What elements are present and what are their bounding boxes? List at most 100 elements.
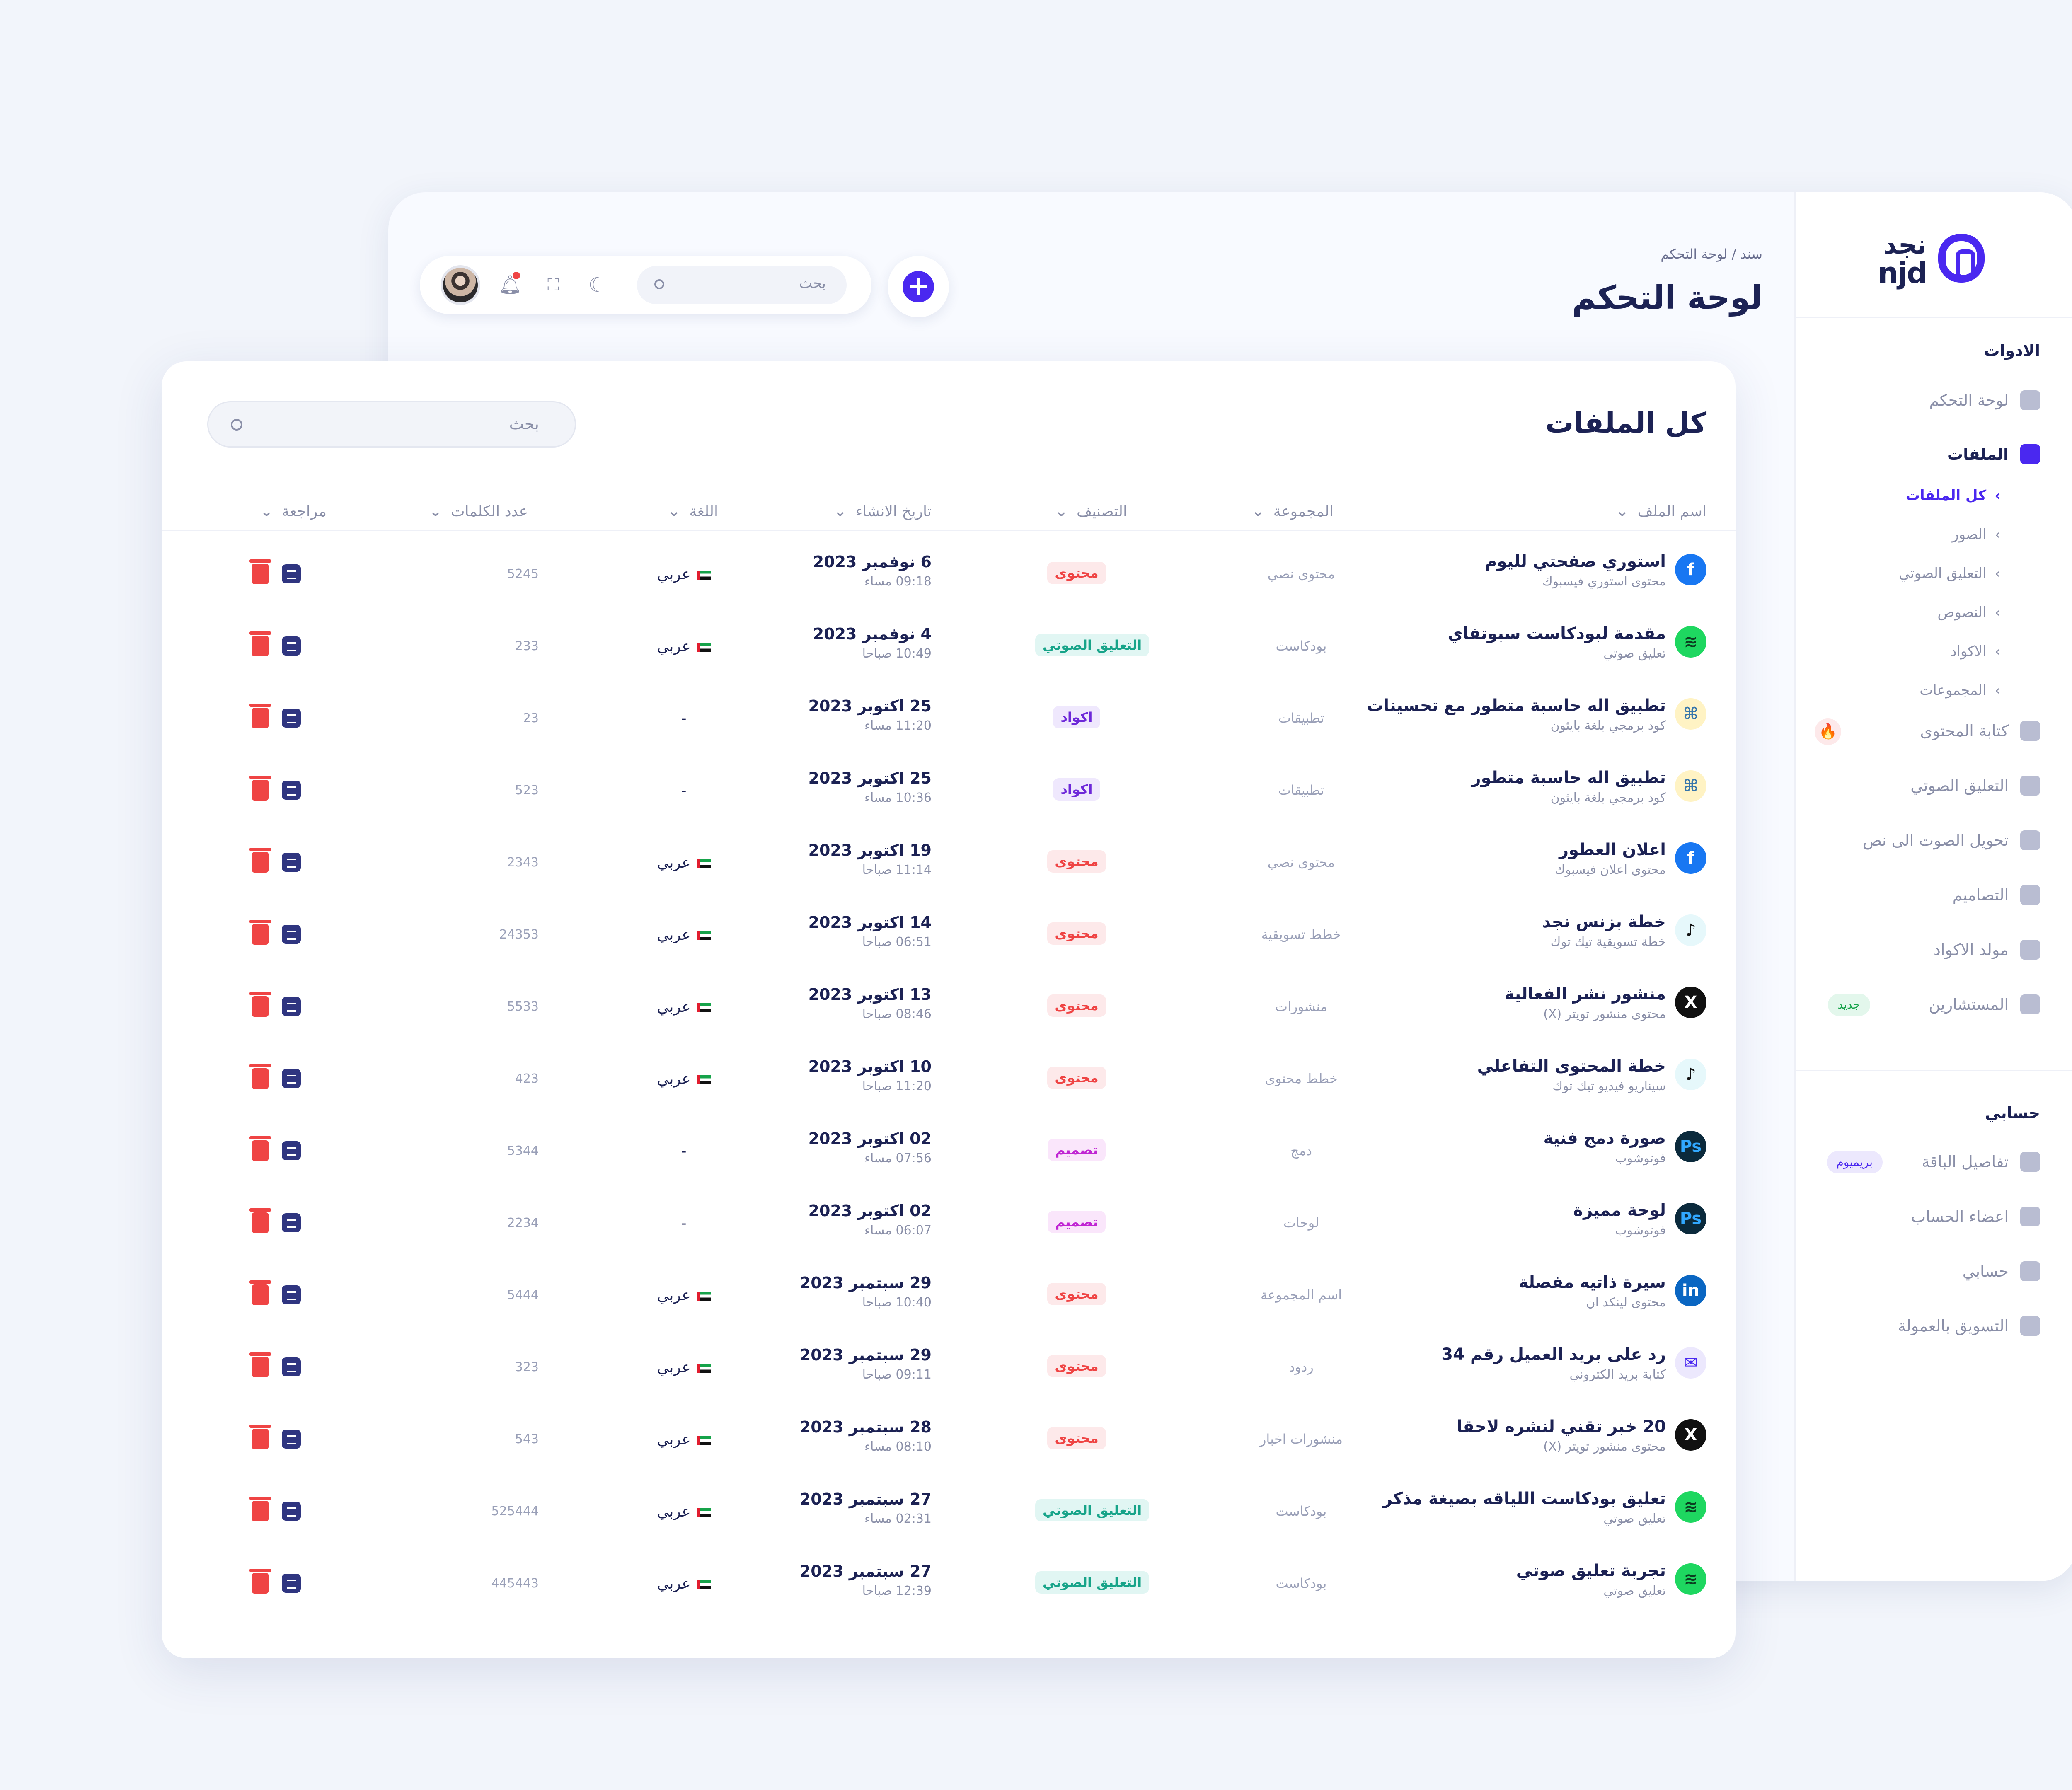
review-icon[interactable]: [282, 1574, 301, 1593]
review-icon[interactable]: [282, 564, 301, 583]
file-name[interactable]: خطة بزنس نجد: [1542, 912, 1666, 931]
review-icon[interactable]: [282, 997, 301, 1016]
sidebar-item-voiceover[interactable]: التعليق الصوتي: [1808, 769, 2040, 802]
review-icon[interactable]: [282, 636, 301, 656]
review-icon[interactable]: [282, 1213, 301, 1232]
review-icon[interactable]: [282, 1285, 301, 1304]
sidebar-item-dashboard[interactable]: لوحة التحكم: [1808, 384, 2040, 417]
logo[interactable]: نجد njd: [1877, 230, 1985, 290]
column-header-review[interactable]: مراجعة: [259, 501, 327, 520]
column-header-language[interactable]: اللغة: [667, 501, 718, 520]
column-header-word-count[interactable]: عدد الكلمات: [428, 501, 528, 520]
table-row[interactable]: ✉ رد على بريد العميل رقم 34 كتابة بريد ا…: [162, 1324, 1736, 1396]
table-row[interactable]: ⌘ تطبيق اله حاسبة متطور مع تحسينات كود ب…: [162, 675, 1736, 747]
table-row[interactable]: X منشور نشر الفعالية محتوى منشور تويتر (…: [162, 964, 1736, 1036]
table-row[interactable]: ⌘ تطبيق اله حاسبة متطور كود برمجي بلغة ب…: [162, 747, 1736, 820]
table-row[interactable]: ♪ خطة المحتوى التفاعلي سيناريو فيديو تيك…: [162, 1036, 1736, 1108]
breadcrumb[interactable]: سند / لوحة التحكم: [1661, 246, 1762, 262]
table-row[interactable]: ≋ تجربة تعليق صوتي تعليق صوتي بودكاست ال…: [162, 1541, 1736, 1613]
sidebar-item-plan-details[interactable]: تفاصيل الباقة: [1808, 1145, 2040, 1178]
sidebar-section-tools: الادوات: [1984, 341, 2040, 360]
column-header-file-name[interactable]: اسم الملف: [1615, 501, 1706, 520]
file-name[interactable]: منشور نشر الفعالية: [1504, 984, 1666, 1004]
delete-icon[interactable]: [249, 848, 271, 873]
review-icon[interactable]: [282, 1141, 301, 1160]
header-search-input[interactable]: بحث: [637, 266, 847, 304]
table-row[interactable]: ≋ مقدمة لبودكاست سبوتفاي تعليق صوتي بودك…: [162, 603, 1736, 675]
review-icon[interactable]: [282, 1357, 301, 1376]
table-row[interactable]: X 20 خبر تقني لنشره لاحقا محتوى منشور تو…: [162, 1396, 1736, 1468]
sidebar-subitem-codes[interactable]: ‹ الاكواد: [1950, 639, 2001, 664]
table-row[interactable]: f استوري صفحتي لليوم محتوى استوري فيسبوك…: [162, 531, 1736, 603]
delete-icon[interactable]: [249, 1064, 271, 1089]
sidebar-item-advisors[interactable]: المستشارين: [1808, 988, 2040, 1021]
delete-icon[interactable]: [249, 1208, 271, 1233]
review-icon[interactable]: [282, 1502, 301, 1521]
sidebar-subitem-groups[interactable]: ‹ المجموعات: [1920, 678, 2001, 703]
file-subtitle: محتوى اعلان فيسبوك: [1554, 863, 1666, 877]
table-row[interactable]: Ps لوحة مميزة فوتوشوب لوحات تصميم 02 اكت…: [162, 1180, 1736, 1252]
delete-icon[interactable]: [249, 1280, 271, 1305]
delete-icon[interactable]: [249, 1569, 271, 1594]
review-icon[interactable]: [282, 853, 301, 872]
created-time: 11:14 صباحا: [862, 863, 932, 877]
sidebar-subitem-texts[interactable]: ‹ النصوص: [1937, 600, 2001, 625]
delete-icon[interactable]: [249, 1425, 271, 1449]
delete-icon[interactable]: [249, 1136, 271, 1161]
column-header-category[interactable]: التصنيف: [1054, 501, 1127, 520]
review-icon[interactable]: [282, 781, 301, 800]
column-header-group[interactable]: المجموعة: [1251, 501, 1334, 520]
table-row[interactable]: f اعلان العطور محتوى اعلان فيسبوك محتوى …: [162, 820, 1736, 892]
file-name[interactable]: صورة دمج فنية: [1543, 1129, 1666, 1148]
table-row[interactable]: ≋ تعليق بودكاست اللياقه بصيغة مذكر تعليق…: [162, 1468, 1736, 1541]
file-name[interactable]: تطبيق اله حاسبة متطور: [1471, 768, 1666, 787]
sidebar-subitem-all-files[interactable]: ‹ كل الملفات: [1906, 483, 2001, 508]
column-header-created-date[interactable]: تاريخ الانشاء: [833, 501, 932, 520]
sidebar-item-code-generator[interactable]: مولد الاكواد: [1808, 933, 2040, 966]
sidebar-subitem-label: التعليق الصوتي: [1898, 565, 1987, 582]
sidebar-item-affiliate[interactable]: التسويق بالعمولة: [1808, 1309, 2040, 1342]
file-name[interactable]: تطبيق اله حاسبة متطور مع تحسينات: [1367, 696, 1666, 715]
review-icon[interactable]: [282, 1430, 301, 1449]
table-row[interactable]: ♪ خطة بزنس نجد خطة تسويقية تيك توك خطط ت…: [162, 892, 1736, 964]
file-subtitle: تعليق صوتي: [1603, 1584, 1666, 1598]
delete-icon[interactable]: [249, 920, 271, 945]
category-cell: محتوى: [1035, 562, 1118, 584]
table-row[interactable]: Ps صورة دمج فنية فوتوشوب دمج تصميم 02 اك…: [162, 1108, 1736, 1180]
file-name[interactable]: سيرة ذاتيه مفصلة: [1518, 1273, 1666, 1292]
delete-icon[interactable]: [249, 992, 271, 1017]
delete-icon[interactable]: [249, 559, 271, 584]
sidebar-subitem-voiceover[interactable]: ‹ التعليق الصوتي: [1899, 561, 2001, 586]
file-name[interactable]: رد على بريد العميل رقم 34: [1441, 1345, 1666, 1364]
delete-icon[interactable]: [249, 704, 271, 728]
sidebar-subitem-images[interactable]: ‹ الصور: [1952, 522, 2001, 547]
fullscreen-icon[interactable]: ⛶: [547, 276, 559, 295]
table-row[interactable]: in سيرة ذاتيه مفصلة محتوى لينكد ان اسم ا…: [162, 1252, 1736, 1324]
sidebar-item-files[interactable]: الملفات: [1808, 438, 2040, 471]
file-name[interactable]: لوحة مميزة: [1573, 1201, 1666, 1220]
files-search-input[interactable]: بحث: [207, 401, 576, 448]
sidebar-item-speech-to-text[interactable]: تحويل الصوت الى نص: [1808, 824, 2040, 857]
review-icon[interactable]: [282, 709, 301, 728]
file-name[interactable]: مقدمة لبودكاست سبوتفاي: [1447, 624, 1666, 643]
delete-icon[interactable]: [249, 776, 271, 801]
avatar[interactable]: [441, 265, 480, 305]
file-name[interactable]: تجربة تعليق صوتي: [1516, 1561, 1666, 1580]
review-icon[interactable]: [282, 925, 301, 944]
sidebar-item-account-members[interactable]: اعضاء الحساب: [1808, 1200, 2040, 1233]
delete-icon[interactable]: [249, 631, 271, 656]
file-name[interactable]: اعلان العطور: [1559, 840, 1666, 859]
photoshop-icon: Ps: [1675, 1203, 1706, 1234]
add-button[interactable]: [888, 256, 949, 317]
sidebar-item-designs[interactable]: التصاميم: [1808, 878, 2040, 912]
review-icon[interactable]: [282, 1069, 301, 1088]
file-name[interactable]: 20 خبر تقني لنشره لاحقا: [1457, 1417, 1666, 1436]
delete-icon[interactable]: [249, 1497, 271, 1522]
file-name[interactable]: تعليق بودكاست اللياقه بصيغة مذكر: [1382, 1489, 1666, 1508]
sidebar-item-content-writing[interactable]: كتابة المحتوى: [1808, 714, 2040, 747]
delete-icon[interactable]: [249, 1352, 271, 1377]
file-name[interactable]: خطة المحتوى التفاعلي: [1477, 1057, 1666, 1076]
sidebar-item-my-account[interactable]: حسابي: [1808, 1255, 2040, 1288]
file-name[interactable]: استوري صفحتي لليوم: [1484, 552, 1666, 571]
moon-icon[interactable]: ☾: [588, 273, 606, 297]
